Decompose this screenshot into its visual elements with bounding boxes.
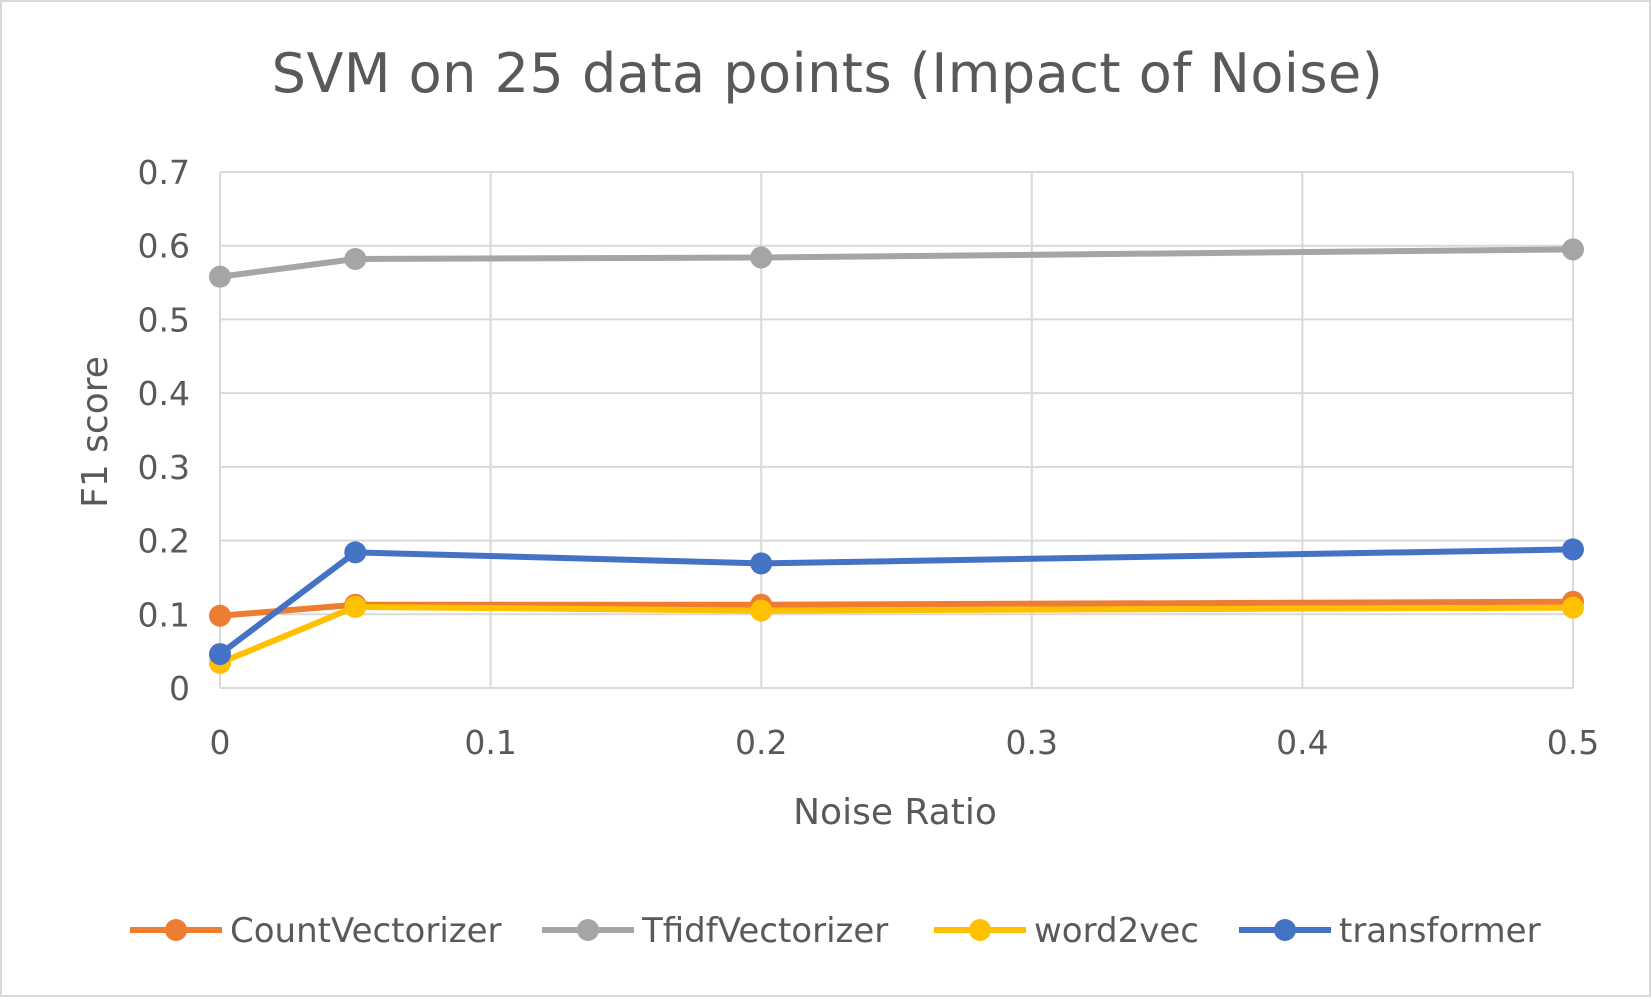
data-point <box>1562 238 1584 261</box>
legend-label: TfidfVectorizer <box>641 911 888 951</box>
y-axis-title: F1 score <box>75 356 116 508</box>
data-point <box>750 599 773 622</box>
y-tick-label: 0.2 <box>138 522 190 561</box>
y-tick-label: 0.4 <box>138 374 190 413</box>
data-point <box>1562 538 1584 561</box>
x-tick-label: 0.1 <box>464 723 516 762</box>
data-point <box>344 595 367 618</box>
series-line <box>217 598 1576 619</box>
y-tick-label: 0 <box>169 669 190 708</box>
x-axis-title: Noise Ratio <box>793 792 997 833</box>
data-point <box>1562 596 1584 619</box>
data-point <box>209 604 231 627</box>
x-tick-label: 0.3 <box>1006 723 1058 762</box>
series-layer <box>209 238 1584 674</box>
legend-swatch-marker <box>1274 919 1296 941</box>
y-tick-label: 0.3 <box>138 448 190 487</box>
data-point <box>344 247 367 270</box>
series-tfidfvectorizer <box>209 238 1584 288</box>
legend-label: CountVectorizer <box>230 911 502 951</box>
data-point <box>344 541 367 564</box>
legend-swatch-marker <box>577 919 599 941</box>
y-tick-label: 0.6 <box>138 227 190 266</box>
legend-swatch-marker <box>165 919 187 941</box>
legend-item: CountVectorizer <box>130 911 502 951</box>
data-point <box>750 246 773 269</box>
legend-swatch-marker <box>969 919 991 941</box>
y-tick-label: 0.5 <box>138 300 190 339</box>
y-tick-label: 0.1 <box>138 595 190 634</box>
tick-labels: 0 0.1 0.2 0.3 0.4 0.5 0.6 0.7 0 0.1 0.2 0.3 0.4 0.5 <box>138 153 1600 762</box>
legend-label: transformer <box>1339 911 1541 951</box>
chart-title: SVM on 25 data points (Impact of Noise) <box>271 42 1384 105</box>
legend: CountVectorizer TfidfVectorizer word2vec tr… <box>130 911 1541 951</box>
series-line <box>217 546 1576 658</box>
series-line <box>217 246 1576 280</box>
y-tick-label: 0.7 <box>138 153 190 192</box>
x-tick-label: 0 <box>210 723 231 762</box>
data-point <box>209 643 231 666</box>
legend-item: transformer <box>1239 911 1541 951</box>
legend-item: word2vec <box>934 911 1199 951</box>
legend-item: TfidfVectorizer <box>542 911 888 951</box>
x-tick-label: 0.2 <box>735 723 787 762</box>
series-transformer <box>209 538 1584 666</box>
data-point <box>750 552 773 575</box>
series-word2vec <box>209 595 1584 674</box>
x-tick-label: 0.5 <box>1547 723 1599 762</box>
x-tick-label: 0.4 <box>1276 723 1328 762</box>
legend-label: word2vec <box>1034 911 1199 951</box>
data-point <box>209 265 231 288</box>
series-line <box>217 603 1576 666</box>
